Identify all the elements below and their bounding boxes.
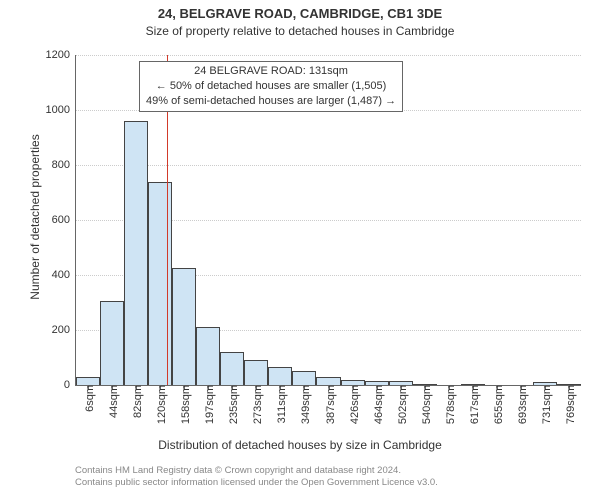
footer-attribution: Contains HM Land Registry data © Crown c… <box>75 465 438 490</box>
x-tick-label: 693sqm <box>513 385 529 424</box>
histogram-bar <box>268 367 292 385</box>
x-tick-label: 540sqm <box>417 385 433 424</box>
x-tick-label: 120sqm <box>152 385 168 424</box>
annotation-line: 49% of semi-detached houses are larger (… <box>146 94 396 109</box>
x-tick-label: 387sqm <box>321 385 337 424</box>
histogram-bar <box>76 377 100 385</box>
x-tick-label: 44sqm <box>104 385 120 418</box>
x-tick-label: 464sqm <box>369 385 385 424</box>
x-tick-label: 502sqm <box>393 385 409 424</box>
x-tick-label: 769sqm <box>561 385 577 424</box>
y-tick-label: 600 <box>52 214 76 226</box>
y-tick-label: 400 <box>52 269 76 281</box>
x-tick-label: 311sqm <box>272 385 288 423</box>
histogram-bar <box>244 360 268 385</box>
grid-line <box>76 165 581 166</box>
y-tick-label: 0 <box>64 379 76 391</box>
grid-line <box>76 55 581 56</box>
histogram-bar <box>292 371 316 385</box>
x-tick-label: 6sqm <box>80 385 96 412</box>
y-tick-label: 1000 <box>46 104 76 116</box>
histogram-bar <box>100 301 124 385</box>
x-tick-label: 731sqm <box>537 385 553 424</box>
annotation-box: 24 BELGRAVE ROAD: 131sqm← 50% of detache… <box>139 61 403 112</box>
x-tick-label: 235sqm <box>224 385 240 424</box>
plot-area: 0200400600800100012006sqm44sqm82sqm120sq… <box>75 55 581 386</box>
x-tick-label: 158sqm <box>176 385 192 424</box>
x-tick-label: 426sqm <box>345 385 361 424</box>
x-tick-label: 273sqm <box>248 385 264 424</box>
histogram-bar <box>196 327 220 385</box>
x-tick-label: 197sqm <box>200 385 216 424</box>
chart-container: 24, BELGRAVE ROAD, CAMBRIDGE, CB1 3DE Si… <box>0 0 600 500</box>
histogram-bar <box>148 182 172 386</box>
x-tick-label: 655sqm <box>489 385 505 424</box>
chart-subtitle: Size of property relative to detached ho… <box>0 24 600 38</box>
y-tick-label: 200 <box>52 324 76 336</box>
histogram-bar <box>172 268 196 385</box>
x-tick-label: 578sqm <box>441 385 457 424</box>
y-tick-label: 1200 <box>46 49 76 61</box>
x-axis-label: Distribution of detached houses by size … <box>0 438 600 452</box>
chart-title: 24, BELGRAVE ROAD, CAMBRIDGE, CB1 3DE <box>0 6 600 21</box>
histogram-bar <box>316 377 340 385</box>
histogram-bar <box>124 121 148 385</box>
footer-line-1: Contains HM Land Registry data © Crown c… <box>75 465 438 477</box>
y-tick-label: 800 <box>52 159 76 171</box>
histogram-bar <box>220 352 244 385</box>
x-tick-label: 349sqm <box>296 385 312 424</box>
x-tick-label: 82sqm <box>128 385 144 418</box>
x-tick-label: 617sqm <box>465 385 481 424</box>
y-axis-label: Number of detached properties <box>28 117 42 317</box>
annotation-line: ← 50% of detached houses are smaller (1,… <box>146 79 396 94</box>
annotation-line: 24 BELGRAVE ROAD: 131sqm <box>146 64 396 79</box>
footer-line-2: Contains public sector information licen… <box>75 477 438 489</box>
